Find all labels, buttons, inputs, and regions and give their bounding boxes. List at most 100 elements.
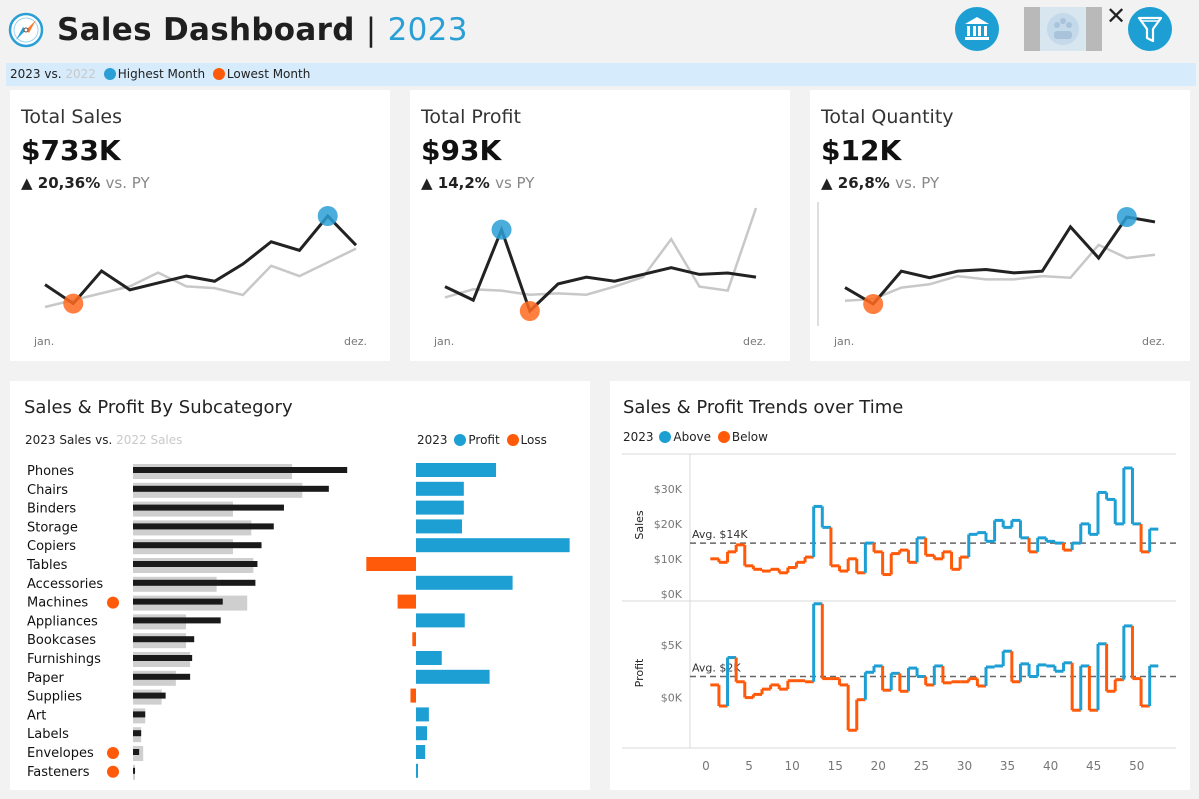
bar-profit <box>410 688 416 703</box>
bar-profit <box>412 632 416 647</box>
kpi-value: $12K <box>821 134 902 167</box>
profit-legend-profit: Profit <box>468 433 500 447</box>
sparkline-end-label: dez. <box>1142 335 1166 348</box>
bar-profit <box>416 707 429 722</box>
highest-month-marker <box>317 206 338 226</box>
kpi-card-profit[interactable]: Total Profit $93K ▲ 14,2% vs PY jan. dez… <box>410 90 790 361</box>
legend-lowest: Lowest Month <box>226 67 311 81</box>
bar-sales-2023 <box>133 692 166 699</box>
sales-sparkline <box>44 206 358 314</box>
y-axis-title: Sales <box>633 510 646 540</box>
x-tick-label: 0 <box>702 759 710 773</box>
panel-title: Sales & Profit Trends over Time <box>623 397 904 418</box>
kpi-title: Total Profit <box>421 106 521 128</box>
bar-profit <box>416 669 490 684</box>
x-tick-label: 15 <box>828 759 843 773</box>
bar-sales-2023 <box>133 749 140 755</box>
kpi-title: Total Quantity <box>821 106 954 128</box>
bar-profit <box>416 613 465 628</box>
trends-chart: $0K $10K $20K $30K Sales Avg. $14K $0K $5K Profi… <box>622 453 1176 773</box>
bar-sales-2023 <box>133 542 262 549</box>
y-tick-label: $0K <box>661 692 683 705</box>
profit-legend: 2023 Profit Loss <box>417 433 547 447</box>
subcategory-label: Storage <box>27 520 78 535</box>
kpi-change-value: 26,8% <box>837 174 890 192</box>
subcategory-label: Fasteners <box>27 765 90 780</box>
bar-sales-2023 <box>133 711 146 718</box>
trend-legend: 2023 Above Below <box>623 430 768 444</box>
subcategory-label: Binders <box>27 502 76 517</box>
x-tick-label: 5 <box>745 759 753 773</box>
subcategory-label: Accessories <box>27 577 103 592</box>
bar-profit <box>416 763 418 778</box>
subcategory-panel: Sales & Profit By Subcategory 2023 Sales… <box>10 381 590 790</box>
legend-current-year: 2023 vs. <box>10 67 62 81</box>
sparkline-series-2023 <box>444 225 757 314</box>
trend-legend-year: 2023 <box>623 430 654 444</box>
average-label: Avg. $14K <box>692 528 748 541</box>
highest-month-dot <box>103 68 116 80</box>
up-arrow-icon: ▲ <box>421 174 433 192</box>
bar-sales-2023 <box>133 523 274 530</box>
compass-icon[interactable] <box>8 12 44 48</box>
sparkline-start-label: jan. <box>34 335 55 348</box>
kpi-card-sales[interactable]: Total Sales $733K ▲ 20,36% vs. PY jan. d… <box>10 90 390 361</box>
page-title: Sales Dashboard | 2023 <box>57 12 468 48</box>
title-separator: | <box>365 12 377 48</box>
sales-legend-current: 2023 Sales vs. <box>25 433 113 447</box>
kpi-change-value: 14,2% <box>437 174 490 192</box>
bar-sales-2023 <box>133 561 258 567</box>
bar-sales-2023 <box>133 730 142 737</box>
subcategory-label: Furnishings <box>27 652 101 667</box>
x-tick-label: 35 <box>1000 759 1015 773</box>
highest-month-marker <box>1116 207 1137 227</box>
bar-sales-2023 <box>133 485 329 492</box>
kpi-value: $733K <box>21 134 121 167</box>
flag-marker <box>107 765 119 778</box>
filter-button[interactable] <box>1128 7 1172 51</box>
bar-profit <box>416 481 464 496</box>
lowest-month-marker <box>863 294 884 314</box>
y-axis-title: Profit <box>633 658 646 687</box>
subcategory-label: Copiers <box>27 539 76 554</box>
subcategory-label: Bookcases <box>27 633 96 648</box>
subcategory-label: Paper <box>27 671 64 686</box>
y-tick-label: $0K <box>661 588 683 601</box>
panel-title: Sales & Profit By Subcategory <box>24 397 293 418</box>
kpi-value: $93K <box>421 134 502 167</box>
subcategory-label: Envelopes <box>27 746 94 761</box>
subcategory-label: Supplies <box>27 690 82 705</box>
flag-marker <box>107 747 119 759</box>
subcategory-label: Appliances <box>27 614 98 629</box>
trend-legend-above: Above <box>673 430 712 444</box>
bar-profit <box>416 519 462 534</box>
subcategory-label: Machines <box>27 596 88 611</box>
bar-profit <box>416 745 426 759</box>
bank-icon <box>965 17 989 40</box>
subcategory-label: Chairs <box>27 483 68 498</box>
legend-previous-year: 2022 <box>65 67 96 81</box>
lowest-month-marker <box>63 293 84 314</box>
subcategory-label: Art <box>27 708 46 723</box>
quantity-sparkline <box>817 202 1156 326</box>
above-dot <box>659 431 672 443</box>
subcategory-label: Phones <box>27 464 74 479</box>
bank-button[interactable] <box>955 7 999 51</box>
bar-profit <box>416 500 464 515</box>
flag-marker <box>107 596 119 609</box>
kpi-card-quantity[interactable]: Total Quantity $12K ▲ 26,8% vs. PY jan. … <box>810 90 1190 361</box>
legend-highest: Highest Month <box>117 67 206 81</box>
kpi-change-label: vs PY <box>495 174 535 192</box>
y-tick-label: $30K <box>654 483 683 496</box>
sparkline-series-2023 <box>844 215 1156 306</box>
up-arrow-icon: ▲ <box>821 174 833 192</box>
close-icon[interactable]: ✕ <box>1106 2 1127 30</box>
loss-dot <box>506 434 519 446</box>
filter-icon <box>1137 16 1163 43</box>
profit-dot <box>454 434 467 446</box>
bar-profit <box>366 557 416 571</box>
x-tick-label: 50 <box>1129 759 1144 773</box>
kpi-change-label: vs. PY <box>895 174 940 192</box>
y-tick-label: $10K <box>654 553 683 566</box>
sparkline-series-2023 <box>44 213 358 306</box>
